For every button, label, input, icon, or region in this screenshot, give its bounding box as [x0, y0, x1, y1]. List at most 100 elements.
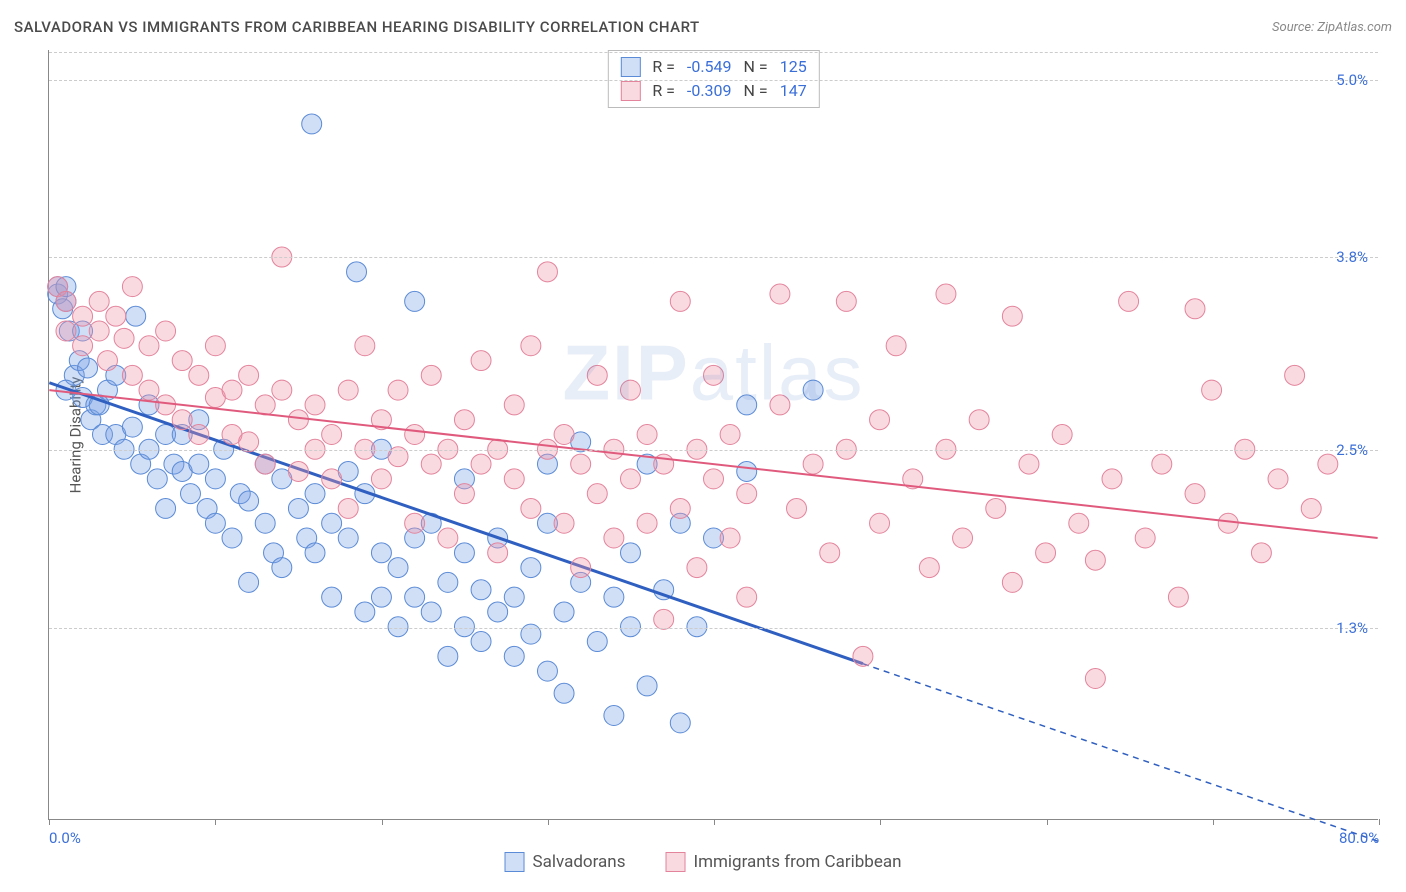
data-point: [704, 365, 724, 385]
n-value-1: 147: [780, 79, 807, 103]
data-point: [405, 425, 425, 445]
x-tick: [1213, 819, 1214, 825]
data-point: [139, 380, 159, 400]
data-point: [302, 114, 322, 134]
data-point: [371, 587, 391, 607]
data-point: [1202, 380, 1222, 400]
data-point: [1152, 454, 1172, 474]
swatch-pink-icon: [620, 81, 640, 101]
data-point: [720, 528, 740, 548]
data-point: [803, 454, 823, 474]
data-point: [1168, 587, 1188, 607]
swatch-blue-icon: [505, 852, 525, 872]
data-point: [537, 262, 557, 282]
data-point: [637, 425, 657, 445]
data-point: [1002, 306, 1022, 326]
data-point: [1052, 425, 1072, 445]
data-point: [156, 395, 176, 415]
grid-line: [49, 450, 1378, 451]
data-point: [205, 336, 225, 356]
data-point: [1085, 550, 1105, 570]
header-bar: SALVADORAN VS IMMIGRANTS FROM CARIBBEAN …: [14, 18, 1392, 36]
data-point: [421, 454, 441, 474]
data-point: [1185, 299, 1205, 319]
data-point: [338, 380, 358, 400]
data-point: [73, 336, 93, 356]
data-point: [205, 469, 225, 489]
x-tick: [382, 819, 383, 825]
data-point: [604, 587, 624, 607]
data-point: [969, 410, 989, 430]
trend-line-extrapolated: [863, 664, 1378, 841]
data-point: [454, 484, 474, 504]
n-value-0: 125: [780, 55, 807, 79]
data-point: [222, 380, 242, 400]
data-point: [787, 498, 807, 518]
data-point: [239, 572, 259, 592]
data-point: [471, 632, 491, 652]
data-point: [919, 558, 939, 578]
data-point: [355, 336, 375, 356]
data-point: [172, 351, 192, 371]
data-point: [189, 365, 209, 385]
data-point: [1135, 528, 1155, 548]
r-value-0: -0.549: [687, 55, 732, 79]
data-point: [554, 683, 574, 703]
plot-area: Hearing Disability ZIPatlas R = -0.549 N…: [48, 50, 1378, 820]
data-point: [421, 365, 441, 385]
data-point: [255, 454, 275, 474]
data-point: [1036, 543, 1056, 563]
chart-title: SALVADORAN VS IMMIGRANTS FROM CARIBBEAN …: [14, 18, 700, 36]
data-point: [853, 646, 873, 666]
data-point: [554, 513, 574, 533]
source-attribution: Source: ZipAtlas.com: [1272, 20, 1392, 35]
data-point: [620, 543, 640, 563]
stat-row-caribbean: R = -0.309 N = 147: [620, 79, 806, 103]
data-point: [156, 498, 176, 518]
data-point: [147, 469, 167, 489]
legend-item-salvadorans: Salvadorans: [505, 852, 626, 872]
data-point: [438, 646, 458, 666]
data-point: [73, 306, 93, 326]
bottom-legend: Salvadorans Immigrants from Caribbean: [505, 852, 902, 872]
data-point: [471, 580, 491, 600]
data-point: [737, 484, 757, 504]
data-point: [1268, 469, 1288, 489]
data-point: [322, 425, 342, 445]
data-point: [770, 395, 790, 415]
data-point: [1218, 513, 1238, 533]
data-point: [571, 558, 591, 578]
data-point: [1119, 291, 1139, 311]
x-tick: [215, 819, 216, 825]
data-point: [1285, 365, 1305, 385]
data-point: [438, 528, 458, 548]
data-point: [322, 513, 342, 533]
data-point: [89, 321, 109, 341]
data-point: [936, 284, 956, 304]
data-point: [454, 543, 474, 563]
data-point: [737, 461, 757, 481]
data-point: [288, 410, 308, 430]
x-tick: [49, 819, 50, 825]
y-tick-label: 3.8%: [1336, 248, 1368, 266]
swatch-pink-icon: [665, 852, 685, 872]
data-point: [114, 328, 134, 348]
data-point: [122, 277, 142, 297]
data-point: [305, 543, 325, 563]
grid-line: [49, 257, 1378, 258]
data-point: [521, 336, 541, 356]
data-point: [405, 513, 425, 533]
data-point: [205, 513, 225, 533]
data-point: [587, 632, 607, 652]
data-point: [172, 410, 192, 430]
data-point: [587, 365, 607, 385]
swatch-blue-icon: [620, 57, 640, 77]
data-point: [1185, 484, 1205, 504]
data-point: [272, 380, 292, 400]
data-point: [521, 558, 541, 578]
data-point: [338, 528, 358, 548]
data-point: [1251, 543, 1271, 563]
data-point: [471, 351, 491, 371]
legend-label-1: Immigrants from Caribbean: [693, 852, 901, 872]
data-point: [770, 284, 790, 304]
